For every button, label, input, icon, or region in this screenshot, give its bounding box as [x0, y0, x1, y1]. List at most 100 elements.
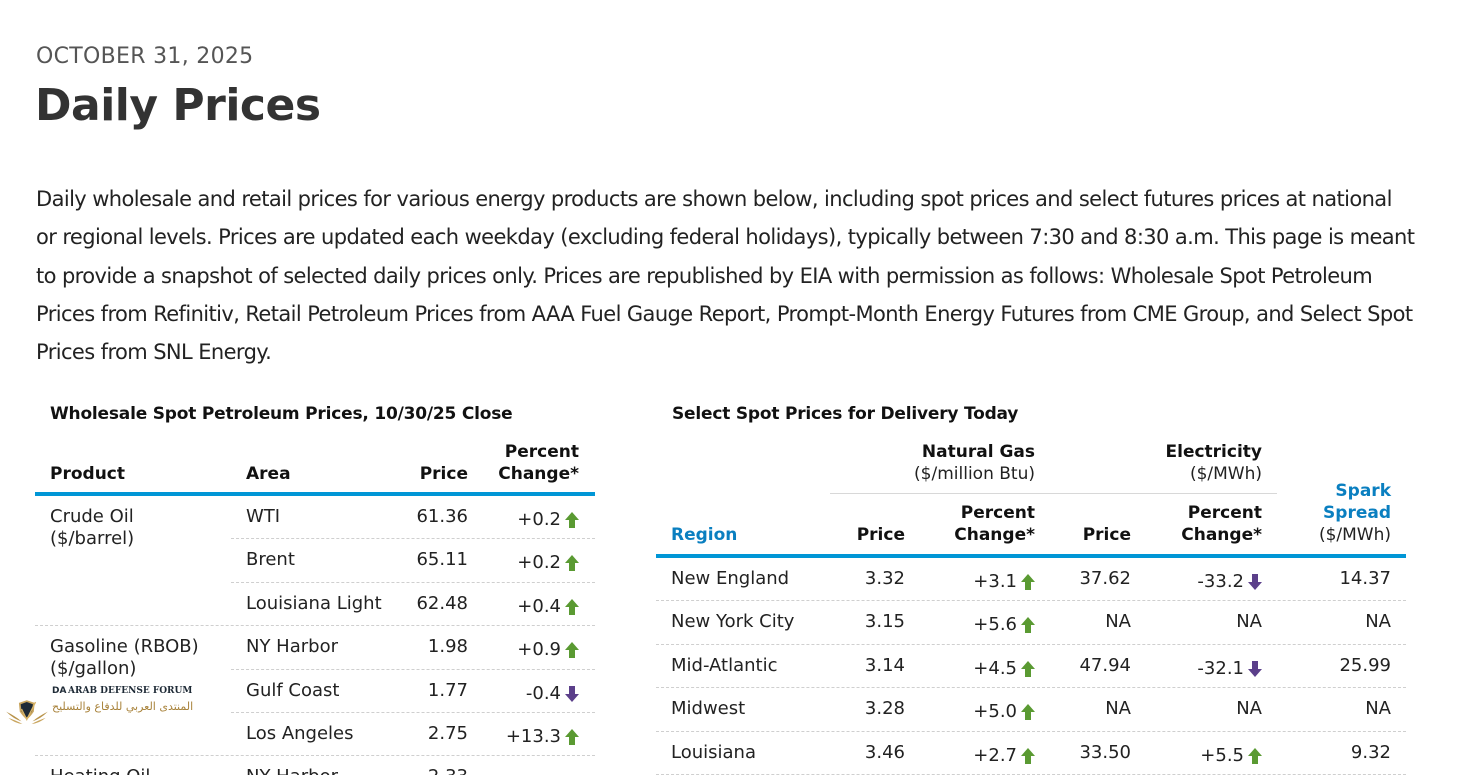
elec-change-cell: NA [1236, 698, 1262, 719]
row-divider [231, 581, 595, 583]
change-value: -0.4 [525, 682, 561, 704]
header-gas-change-line2: Change* [954, 525, 1035, 545]
arrow-down-icon [565, 685, 579, 702]
product-name-line1: Crude Oil [50, 506, 134, 527]
product-name: Crude Oil ($/barrel) [50, 506, 134, 550]
elec-change-value: NA [1236, 698, 1262, 720]
page-title: Daily Prices [35, 80, 321, 131]
product-group: NY Harbor 2.33 Heating Oil [35, 756, 595, 775]
intro-paragraph: Daily wholesale and retail prices for va… [36, 187, 1415, 365]
arrow-up-icon [1021, 704, 1035, 721]
row-divider [231, 668, 595, 670]
elec-change-cell: NA [1236, 611, 1262, 632]
arrow-up-icon [565, 728, 579, 745]
watermark-monogram: DA [52, 686, 67, 697]
watermark-text: ARAB DEFENSE FORUM [68, 686, 193, 697]
product-name-line1: Gasoline (RBOB) [50, 636, 199, 658]
header-natgas-unit: ($/million Btu) [914, 464, 1035, 484]
header-elec-change-line1: Percent [1187, 503, 1262, 523]
elec-price-cell: 47.94 [1079, 654, 1131, 676]
row-divider [231, 538, 595, 540]
spark-spread-cell: 14.37 [1339, 568, 1391, 589]
row-divider [231, 711, 595, 713]
price-cell: 65.11 [416, 549, 468, 571]
gas-change-value: +5.0 [973, 701, 1017, 723]
gas-price-cell: 3.46 [864, 741, 905, 763]
change-value: +13.3 [505, 725, 561, 747]
elec-price-cell: NA [1105, 698, 1131, 720]
arrow-down-icon [1248, 574, 1262, 590]
elec-change-cell: +5.5 [1200, 745, 1262, 766]
product-name-line1: Heating Oil [50, 766, 150, 775]
header-price: Price [419, 464, 468, 484]
arrow-up-icon [1021, 574, 1035, 590]
area-cell: Los Angeles [246, 722, 354, 744]
price-cell: 1.77 [427, 679, 468, 701]
price-cell: 61.36 [416, 506, 468, 527]
change-value: +0.2 [517, 552, 561, 574]
change-cell: +0.2 [517, 552, 579, 573]
wholesale-table-title: Wholesale Spot Petroleum Prices, 10/30/2… [50, 404, 513, 424]
change-value: +0.2 [517, 509, 561, 530]
change-cell: +13.3 [506, 726, 579, 747]
price-cell: 1.98 [427, 636, 468, 658]
arrow-up-icon [565, 642, 579, 659]
elec-change-cell: -32.1 [1197, 658, 1262, 679]
table-row: NY Harbor 1.98 +0.9 [35, 626, 595, 670]
watermark-logo: DA ARAB DEFENSE FORUM المنتدى العربي للد… [52, 686, 193, 726]
wholesale-table-body: WTI 61.36 +0.2 Brent 65.11 +0.2 Louisiana Ligh… [35, 496, 595, 775]
price-cell: 2.33 [428, 766, 468, 775]
gas-change-cell: +5.0 [973, 701, 1035, 722]
price-cell: 62.48 [416, 592, 468, 614]
gas-price-cell: 3.28 [864, 698, 905, 720]
gas-change-value: +3.1 [973, 571, 1017, 592]
area-cell: Brent [246, 549, 295, 571]
header-spark-unit: ($/MWh) [1318, 525, 1391, 545]
arrow-up-icon [565, 512, 579, 528]
change-cell: +0.2 [517, 509, 579, 530]
elec-change-value: NA [1236, 611, 1262, 633]
spark-spread-cell: NA [1365, 611, 1391, 633]
table-row: New England 3.32 +3.1 37.62 -33.2 14.37 [656, 558, 1406, 602]
spot-table-title: Select Spot Prices for Delivery Today [672, 404, 1019, 424]
header-gas-change-line1: Percent [960, 503, 1035, 523]
watermark-emblem [4, 690, 50, 736]
region-cell: New England [671, 568, 790, 589]
arrow-up-icon [1021, 617, 1035, 634]
gas-change-value: +4.5 [973, 657, 1017, 679]
gas-price-cell: 3.32 [864, 568, 905, 589]
page-date: OCTOBER 31, 2025 [36, 44, 254, 69]
price-cell: 2.75 [427, 722, 468, 744]
table-row: New York City 3.15 +5.6 NA NA NA [656, 601, 1406, 645]
table-row: Louisiana Light 62.48 +0.4 [35, 583, 595, 627]
region-cell: Mid-Atlantic [671, 654, 778, 676]
elec-change-value: +5.5 [1200, 744, 1244, 766]
product-unit: ($/gallon) [50, 658, 137, 680]
header-spark-line2: Spread [1323, 503, 1391, 523]
area-cell: WTI [246, 506, 281, 527]
product-name: Heating Oil [50, 766, 150, 775]
header-gas-price: Price [856, 525, 905, 545]
header-elec-unit: ($/MWh) [1189, 464, 1262, 484]
header-elec-price: Price [1082, 525, 1131, 545]
change-cell: -0.4 [526, 683, 579, 704]
gas-change-cell: +5.6 [973, 614, 1035, 635]
arrow-up-icon [1021, 747, 1035, 764]
elec-change-value: -32.1 [1197, 657, 1244, 679]
table-row: WTI 61.36 +0.2 [35, 496, 595, 540]
header-change-line1: Percent [504, 442, 579, 462]
table-row: Louisiana 3.46 +2.7 33.50 +5.5 9.32 [656, 732, 1406, 775]
wholesale-table-header: Product Area Price Percent Change* [35, 440, 595, 496]
region-cell: New York City [671, 611, 795, 633]
arrow-up-icon [565, 555, 579, 572]
elec-price-cell: NA [1105, 611, 1131, 633]
area-cell: Gulf Coast [246, 679, 340, 701]
gas-change-cell: +4.5 [973, 658, 1035, 679]
spark-spread-cell: 9.32 [1350, 741, 1391, 763]
gas-price-cell: 3.14 [864, 654, 905, 676]
header-elec: Electricity [1165, 442, 1263, 462]
product-group: NY Harbor 1.98 +0.9 Gulf Coast 1.77 -0.4 Los A… [35, 626, 595, 757]
product-unit: ($/barrel) [50, 528, 135, 549]
change-value: +0.4 [517, 595, 561, 617]
elec-price-cell: 33.50 [1079, 741, 1131, 763]
